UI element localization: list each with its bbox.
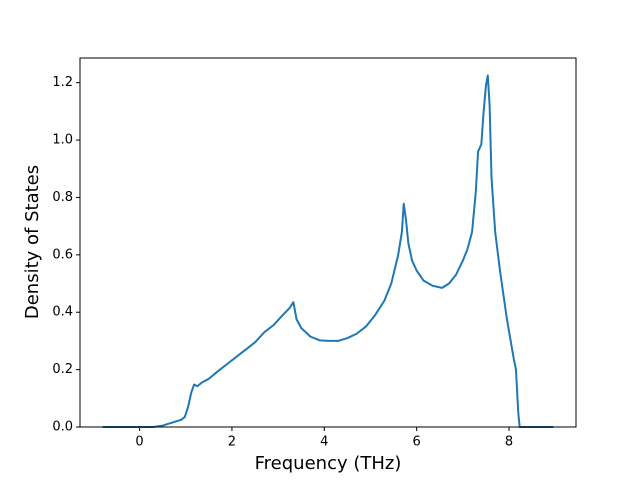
axes-frame <box>79 57 577 428</box>
y-tick-label: 1.2 <box>52 75 73 90</box>
y-tick-label: 0.2 <box>52 362 73 377</box>
x-tick-label: 0 <box>135 435 143 450</box>
line-series <box>102 74 554 428</box>
x-tick-label: 6 <box>413 435 421 450</box>
x-axis-label: Frequency (THz) <box>255 453 402 474</box>
y-tick-label: 0.4 <box>52 305 73 320</box>
y-tick-label: 0.0 <box>52 420 73 435</box>
y-tick-label: 0.6 <box>52 247 73 262</box>
x-tick-label: 4 <box>320 435 328 450</box>
y-axis-label: Density of States <box>22 165 43 319</box>
x-tick-label: 8 <box>505 435 513 450</box>
x-tick-label: 2 <box>228 435 236 450</box>
y-tick-label: 0.8 <box>52 190 73 205</box>
y-tick-label: 1.0 <box>52 133 73 148</box>
